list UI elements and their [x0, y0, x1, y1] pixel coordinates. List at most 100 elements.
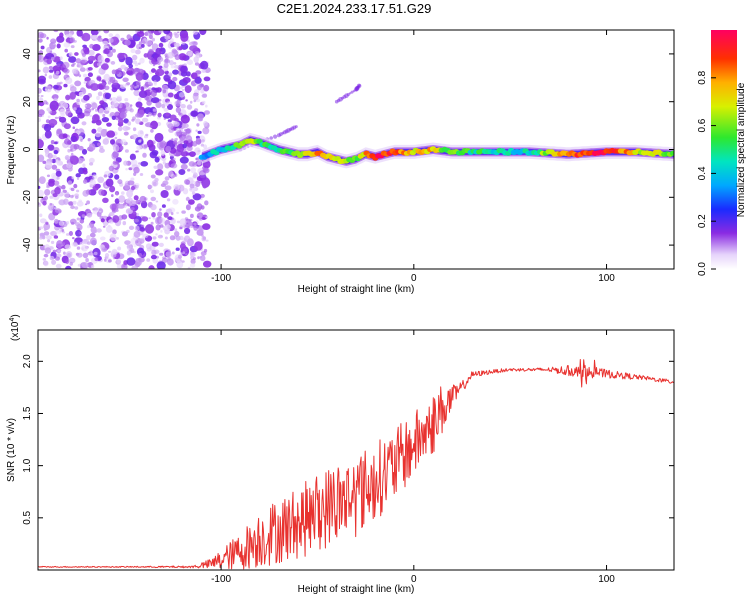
noise-speck [87, 225, 91, 229]
noise-speck [190, 252, 196, 257]
noise-speck [65, 94, 71, 101]
noise-speck [178, 169, 186, 175]
noise-speck [38, 78, 46, 85]
noise-speck [129, 108, 134, 113]
noise-speck [144, 224, 155, 234]
noise-speck [78, 91, 84, 97]
noise-speck [136, 80, 141, 86]
noise-speck [117, 246, 122, 251]
noise-speck [39, 232, 45, 237]
noise-speck [38, 50, 44, 55]
y-tick-label: 40 [22, 48, 33, 60]
noise-speck [148, 48, 154, 55]
noise-speck [87, 55, 96, 62]
noise-speck [136, 30, 145, 38]
noise-speck [81, 121, 87, 126]
noise-speck [95, 108, 98, 112]
noise-speck [199, 30, 207, 36]
noise-speck [178, 112, 183, 117]
noise-speck [200, 172, 205, 176]
noise-speck [84, 103, 92, 109]
noise-speck [78, 74, 82, 78]
noise-speck [190, 213, 194, 218]
ridge-segment [669, 150, 674, 156]
noise-speck [170, 163, 178, 169]
noise-speck [103, 73, 111, 82]
noise-speck [53, 84, 59, 90]
noise-speck [110, 61, 116, 65]
noise-speck [75, 173, 81, 178]
noise-speck [38, 114, 43, 118]
noise-speck [69, 257, 76, 264]
noise-speck [136, 145, 142, 151]
figure-title: C2E1.2024.233.17.51.G29 [277, 1, 432, 16]
noise-speck [185, 204, 191, 211]
noise-speck [141, 117, 149, 123]
noise-speck [150, 129, 154, 133]
noise-speck [191, 191, 196, 196]
noise-speck [45, 235, 52, 240]
noise-speck [189, 183, 195, 189]
noise-speck [190, 258, 196, 265]
noise-speck [187, 266, 191, 269]
noise-speck [201, 68, 206, 73]
noise-speck [52, 65, 62, 73]
noise-speck [178, 235, 184, 241]
noise-speck [38, 109, 45, 116]
noise-speck [104, 253, 110, 258]
noise-speck [52, 249, 57, 253]
noise-speck [150, 189, 154, 194]
noise-speck [70, 135, 78, 143]
noise-speck [68, 52, 73, 57]
noise-speck [53, 235, 59, 239]
noise-speck [168, 72, 172, 77]
noise-speck [124, 39, 131, 46]
noise-speck [95, 119, 102, 126]
noise-speck [102, 89, 106, 93]
noise-speck [43, 231, 50, 236]
noise-speck [169, 60, 174, 66]
noise-speck [48, 75, 53, 79]
noise-speck [102, 225, 106, 228]
noise-speck [160, 190, 169, 198]
noise-speck [170, 212, 174, 216]
noise-speck [98, 210, 102, 213]
noise-speckles [38, 30, 212, 269]
noise-speck [45, 221, 49, 225]
noise-speck [132, 210, 137, 215]
noise-speck [64, 244, 72, 250]
noise-speck [171, 138, 174, 141]
noise-speck [114, 136, 118, 140]
noise-speck [167, 92, 174, 98]
noise-speck [194, 62, 200, 66]
y-tick-label: 0.5 [22, 510, 33, 524]
noise-speck [59, 116, 67, 123]
noise-speck [49, 255, 55, 261]
noise-speck [112, 144, 120, 152]
noise-speck [38, 118, 42, 122]
noise-speck [96, 228, 102, 233]
noise-speck [75, 222, 81, 227]
noise-speck [44, 161, 53, 169]
noise-speck [121, 191, 125, 195]
noise-speck [174, 54, 180, 61]
noise-speck [161, 204, 166, 208]
noise-speck [176, 143, 185, 153]
noise-speck [126, 199, 131, 204]
noise-speck [137, 97, 142, 101]
y-tick-label: -40 [22, 237, 33, 252]
noise-speck [59, 108, 66, 115]
noise-speck [85, 258, 89, 263]
noise-speck [152, 113, 156, 117]
noise-speck [201, 236, 207, 242]
noise-speck [152, 108, 157, 112]
noise-speck [165, 208, 173, 214]
noise-speck [39, 218, 47, 224]
noise-speck [140, 224, 145, 228]
noise-speck [173, 42, 180, 48]
noise-speck [159, 208, 162, 211]
noise-speck [56, 82, 61, 86]
noise-speck [138, 139, 142, 143]
noise-speck [102, 138, 110, 145]
noise-speck [38, 94, 41, 97]
